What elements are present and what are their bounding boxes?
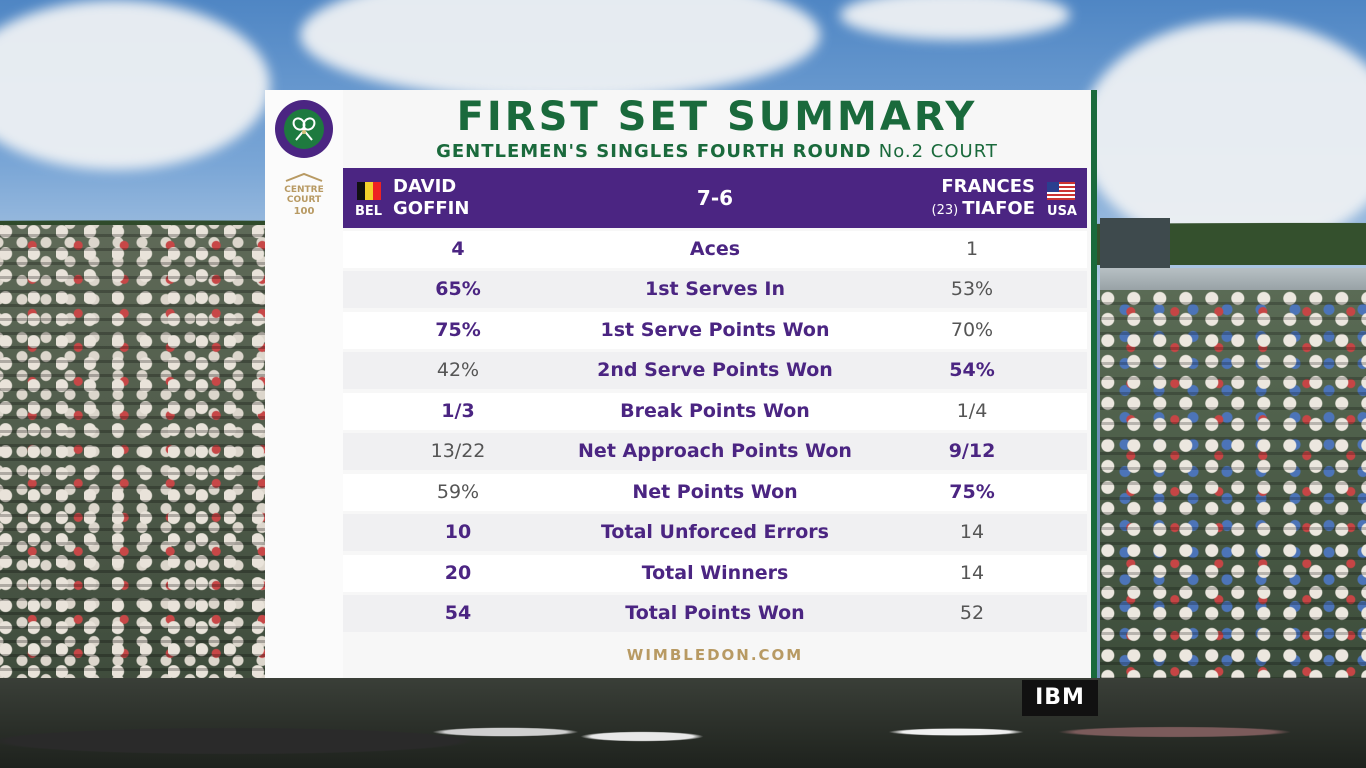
stat-row: 65% 1st Serves In 53% xyxy=(343,271,1087,309)
stat-label: Net Points Won xyxy=(632,480,798,503)
stat-right-value: 75% xyxy=(949,480,995,503)
ibm-logo: IBM xyxy=(1022,680,1098,716)
stat-label: Aces xyxy=(689,238,741,260)
stat-row: 20 Total Winners 14 xyxy=(343,554,1087,592)
right-player-seed: (23) xyxy=(931,203,959,218)
crowd-left xyxy=(0,225,270,685)
stat-label: Total Winners xyxy=(641,561,789,584)
cloud xyxy=(0,0,270,170)
usa-flag-icon xyxy=(1047,182,1075,200)
stat-row: 1/3 Break Points Won 1/4 xyxy=(343,392,1087,430)
foreground-spectators xyxy=(0,678,1366,768)
stat-left-value: 20 xyxy=(444,561,472,584)
left-player-last: GOFFIN xyxy=(393,198,470,219)
stat-left-value: 75% xyxy=(435,318,481,341)
logo-column: CENTRE COURT 100 xyxy=(265,90,343,678)
panel-subtitle: GENTLEMEN'S SINGLES FOURTH ROUND No.2 CO… xyxy=(343,140,1091,164)
roof-icon xyxy=(285,172,323,182)
stat-left-value: 10 xyxy=(444,521,472,544)
stat-right-value: 1 xyxy=(965,238,979,260)
crowd-right xyxy=(1100,290,1366,710)
stat-row: 75% 1st Serve Points Won 70% xyxy=(343,311,1087,349)
stat-left-value: 42% xyxy=(436,359,480,382)
score-bar: BEL DAVID GOFFIN 7-6 FRANCES (23) TIAFOE … xyxy=(343,168,1087,228)
website-footer: WIMBLEDON.COM xyxy=(626,646,804,664)
left-player-first: DAVID xyxy=(393,176,457,197)
stat-left-value: 54 xyxy=(444,601,472,624)
wimbledon-crest-icon xyxy=(275,100,333,158)
right-player-last: TIAFOE xyxy=(962,198,1035,219)
stat-label: Total Unforced Errors xyxy=(601,521,829,544)
set-summary-panel: CENTRE COURT 100 FIRST SET SUMMARY GENTL… xyxy=(265,90,1097,678)
stat-right-value: 14 xyxy=(959,521,985,544)
building xyxy=(1100,218,1170,274)
stat-label: Net Approach Points Won xyxy=(578,440,852,463)
centre-court-100-logo: CENTRE COURT 100 xyxy=(277,172,331,217)
crossed-rackets-icon xyxy=(292,117,316,141)
stat-right-value: 9/12 xyxy=(948,440,996,463)
stat-row: 59% Net Points Won 75% xyxy=(343,473,1087,511)
stat-left-value: 13/22 xyxy=(430,440,486,463)
stat-label: 1st Serves In xyxy=(645,278,785,301)
stat-row: 42% 2nd Serve Points Won 54% xyxy=(343,352,1087,390)
left-country-code: BEL xyxy=(355,204,383,219)
cloud xyxy=(840,0,1070,40)
event-name: GENTLEMEN'S SINGLES FOURTH ROUND xyxy=(436,141,872,162)
stat-row: 54 Total Points Won 52 xyxy=(343,594,1087,632)
belgium-flag-icon xyxy=(357,182,381,200)
stat-row: 4 Aces 1 xyxy=(343,231,1087,268)
stat-label: 1st Serve Points Won xyxy=(600,318,830,341)
stat-left-value: 1/3 xyxy=(441,399,475,422)
stat-left-value: 4 xyxy=(451,238,465,260)
stats-table: 4 Aces 1 65% 1st Serves In 53% 75% 1st Serve … xyxy=(343,231,1087,635)
stat-left-value: 65% xyxy=(435,278,481,301)
cloud xyxy=(300,0,820,100)
court-name: No.2 COURT xyxy=(878,141,998,162)
stat-row: 10 Total Unforced Errors 14 xyxy=(343,514,1087,552)
stat-right-value: 54% xyxy=(949,359,995,382)
set-score: 7-6 xyxy=(696,186,734,210)
panel-title: FIRST SET SUMMARY xyxy=(456,94,978,140)
stat-label: Total Points Won xyxy=(625,601,805,624)
right-country-code: USA xyxy=(1047,204,1077,219)
stat-label: Break Points Won xyxy=(620,399,810,422)
stat-right-value: 1/4 xyxy=(956,399,988,422)
right-player-first: FRANCES xyxy=(941,176,1035,197)
stat-right-value: 53% xyxy=(950,278,994,301)
stat-left-value: 59% xyxy=(436,480,480,503)
stat-right-value: 70% xyxy=(950,318,994,341)
stat-row: 13/22 Net Approach Points Won 9/12 xyxy=(343,433,1087,471)
stat-label: 2nd Serve Points Won xyxy=(597,359,833,382)
right-player-name: (23) TIAFOE xyxy=(932,198,1036,222)
stat-right-value: 52 xyxy=(959,601,985,624)
stat-right-value: 14 xyxy=(959,561,985,584)
